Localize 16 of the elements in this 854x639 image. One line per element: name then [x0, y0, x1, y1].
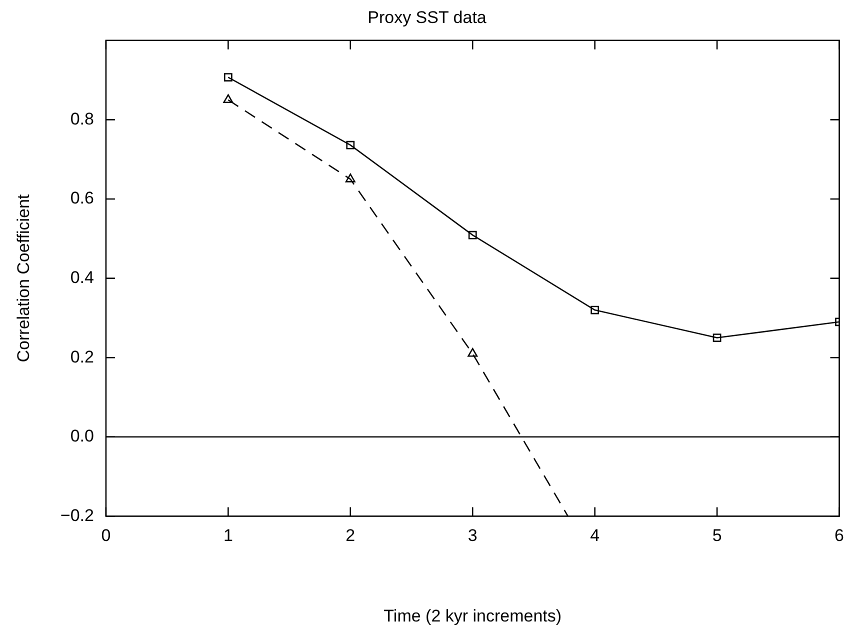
y-tick-label: 0.6 [70, 188, 94, 208]
y-tick-label: 0.0 [70, 426, 94, 446]
x-tick-label: 6 [834, 526, 844, 546]
x-tick-label: 3 [468, 526, 478, 546]
x-tick-label: 1 [223, 526, 233, 546]
y-tick-label: 0.4 [70, 268, 94, 287]
x-tick-label: 0 [101, 526, 111, 546]
y-tick-label: 0.2 [70, 347, 94, 366]
y-tick-label: 0.8 [70, 109, 94, 128]
y-tick-label: −0.2 [60, 506, 94, 525]
chart-title: Proxy SST data [368, 8, 487, 27]
x-axis-title: Time (2 kyr increments) [384, 606, 562, 626]
x-tick-label: 5 [712, 526, 722, 546]
x-tick-label: 4 [590, 526, 600, 546]
y-axis-title: Correlation Coefficient [14, 194, 33, 362]
x-tick-label: 2 [346, 526, 356, 546]
